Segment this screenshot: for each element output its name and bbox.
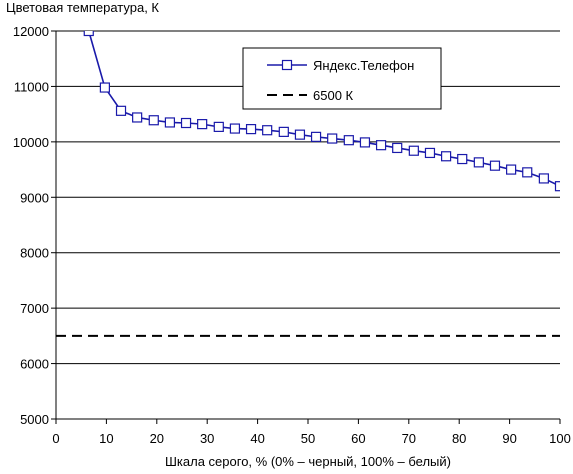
data-point-0-1 bbox=[83, 31, 94, 37]
data-point-0-2 bbox=[99, 82, 110, 93]
legend-marker-0 bbox=[281, 59, 293, 71]
data-point-0-19 bbox=[375, 140, 387, 151]
data-point-0-3 bbox=[115, 105, 127, 116]
y-axis-label: Цветовая температура, К bbox=[6, 0, 159, 15]
data-point-0-5 bbox=[148, 115, 159, 126]
x-tick-label-1: 10 bbox=[99, 431, 113, 446]
data-point-0-20 bbox=[392, 142, 403, 154]
data-point-0-13 bbox=[278, 126, 289, 137]
x-tick-label-4: 40 bbox=[250, 431, 264, 446]
x-tick-label-7: 70 bbox=[402, 431, 416, 446]
x-tick-label-3: 30 bbox=[200, 431, 214, 446]
x-tick-label-9: 90 bbox=[502, 431, 516, 446]
data-point-0-23 bbox=[440, 151, 452, 162]
data-point-0-26 bbox=[489, 160, 501, 171]
data-point-0-27 bbox=[506, 164, 517, 175]
data-point-0-25 bbox=[473, 157, 484, 168]
data-point-0-14 bbox=[294, 129, 306, 140]
legend-label-1: 6500 К bbox=[313, 88, 354, 103]
y-tick-label-4: 9000 bbox=[20, 190, 49, 205]
data-point-0-18 bbox=[359, 137, 371, 148]
y-tick-label-1: 6000 bbox=[20, 357, 49, 372]
legend-label-0: Яндекс.Телефон bbox=[313, 58, 414, 73]
data-point-0-29 bbox=[538, 173, 549, 184]
y-tick-label-3: 8000 bbox=[20, 246, 49, 261]
data-point-0-16 bbox=[327, 133, 338, 144]
data-point-0-11 bbox=[245, 124, 257, 135]
data-point-0-7 bbox=[180, 117, 192, 129]
y-tick-label-7: 12000 bbox=[13, 24, 49, 39]
y-tick-label-5: 10000 bbox=[13, 135, 49, 150]
data-point-0-30 bbox=[554, 181, 560, 192]
data-point-0-24 bbox=[457, 153, 468, 165]
data-point-0-9 bbox=[213, 121, 224, 132]
x-tick-label-5: 50 bbox=[301, 431, 315, 446]
data-point-0-4 bbox=[132, 112, 143, 123]
data-point-0-8 bbox=[197, 119, 208, 130]
data-point-0-17 bbox=[343, 135, 354, 146]
x-tick-label-2: 20 bbox=[150, 431, 164, 446]
data-point-0-28 bbox=[522, 167, 533, 178]
legend-box bbox=[242, 47, 442, 110]
x-tick-label-6: 60 bbox=[351, 431, 365, 446]
data-point-0-22 bbox=[424, 147, 436, 159]
data-point-0-15 bbox=[310, 131, 322, 142]
y-tick-label-6: 11000 bbox=[14, 79, 49, 94]
x-tick-label-0: 0 bbox=[52, 431, 59, 446]
data-point-0-10 bbox=[229, 123, 241, 134]
y-tick-label-2: 7000 bbox=[20, 301, 49, 316]
y-tick-label-0: 5000 bbox=[20, 412, 49, 427]
data-point-0-21 bbox=[408, 145, 419, 156]
data-point-0-6 bbox=[164, 117, 176, 128]
x-tick-label-8: 80 bbox=[452, 431, 466, 446]
x-tick-label-10: 100 bbox=[549, 431, 571, 446]
x-axis-label: Шкала серого, % (0% – черный, 100% – бел… bbox=[165, 454, 451, 469]
data-point-0-12 bbox=[262, 125, 273, 136]
